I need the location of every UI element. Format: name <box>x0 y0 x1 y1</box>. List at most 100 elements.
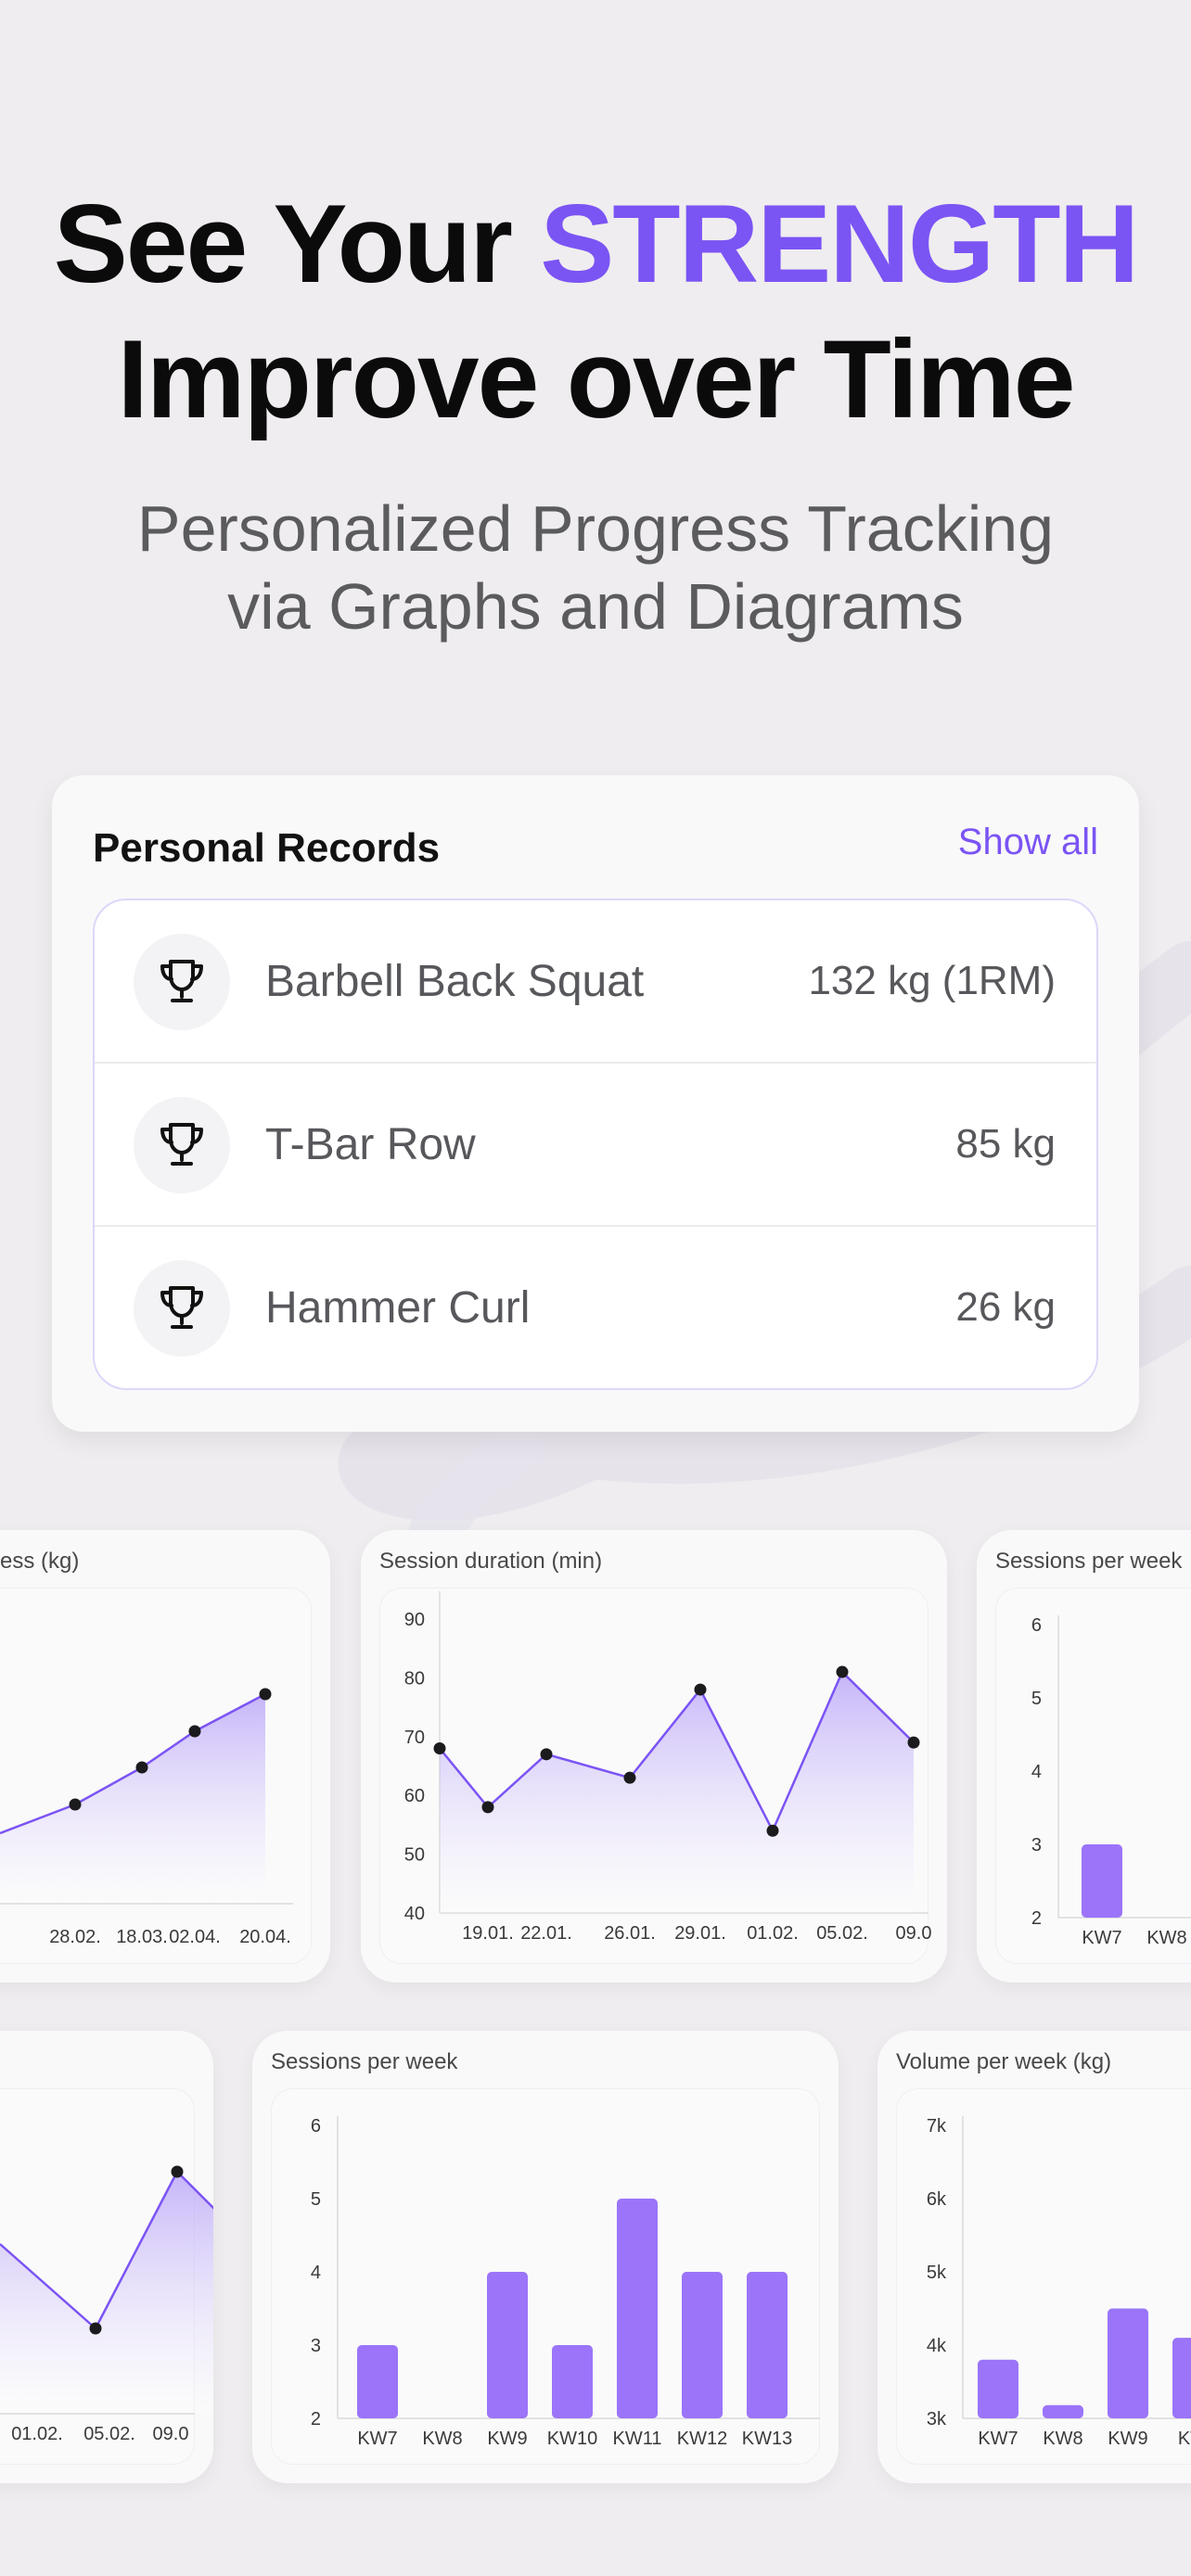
y-tick-label: 4 <box>311 2263 321 2283</box>
data-point[interactable] <box>481 1801 494 1814</box>
record-value: 26 kg <box>955 1284 1056 1330</box>
personal-records-header: Personal Records Show all <box>93 822 1098 877</box>
personal-records-list: Barbell Back Squat 132 kg (1RM) T-Bar Ro… <box>93 899 1098 1390</box>
chart-title: Sessions per week <box>995 1549 1183 1574</box>
y-tick-label: 5 <box>311 2189 321 2210</box>
y-tick-label: 60 <box>404 1786 425 1806</box>
data-point[interactable] <box>540 1748 553 1761</box>
y-tick-label: 5k <box>927 2263 947 2283</box>
series-area <box>0 1694 265 1904</box>
x-tick-label: 05.02. <box>83 2424 135 2444</box>
y-tick-label: 6 <box>1031 1615 1042 1636</box>
bar-kw7[interactable] <box>357 2345 398 2418</box>
record-value: 132 kg (1RM) <box>808 958 1056 1003</box>
y-tick-label: 40 <box>404 1904 425 1924</box>
bar-kw12[interactable] <box>682 2272 723 2418</box>
data-point[interactable] <box>259 1688 272 1701</box>
record-row-t-bar-row[interactable]: T-Bar Row 85 kg <box>95 1064 1096 1227</box>
record-name: Hammer Curl <box>265 1283 531 1333</box>
y-tick-label: 50 <box>404 1845 425 1866</box>
data-point[interactable] <box>89 2322 102 2335</box>
data-point[interactable] <box>694 1683 707 1696</box>
x-tick-label: KW13 <box>742 2429 792 2449</box>
bar-kw9[interactable] <box>1108 2308 1148 2419</box>
x-tick-label: KW8 <box>422 2429 462 2449</box>
x-tick-label: 22.01. <box>520 1923 572 1944</box>
chart-svg: 2 3 4 5 6 KW7 KW8 <box>1031 1615 1191 1948</box>
x-tick-label: 18.03. <box>116 1927 168 1947</box>
chart-card-progress[interactable]: ess (kg) 2.28.02.18.03.02.04.20.04. <box>0 1530 330 1983</box>
y-tick-label: 4 <box>1031 1762 1042 1782</box>
chart-card-session-duration[interactable]: Session duration (min) 40 50 60 70 80 90 19.01… <box>361 1530 947 1983</box>
y-tick-label: 6 <box>311 2116 321 2136</box>
data-point[interactable] <box>135 1761 148 1774</box>
chart-svg: 2.28.02.18.03.02.04.20.04. <box>0 1688 293 1947</box>
x-tick-label: KW9 <box>487 2429 527 2449</box>
chart-title: Sessions per week <box>271 2049 458 2074</box>
y-tick-label: 2 <box>1031 1908 1042 1929</box>
chart-card-sessions-per-week-full[interactable]: Sessions per week 2 3 4 5 6 KW7 KW8 KW9 KW10 KW11… <box>252 2031 839 2483</box>
x-tick-label: KW8 <box>1146 1928 1186 1948</box>
y-tick-label: 4k <box>927 2336 947 2356</box>
x-tick-label: 19.01. <box>462 1923 514 1944</box>
x-tick-label: 05.02. <box>816 1923 868 1944</box>
chart-title: ess (kg) <box>0 1549 80 1574</box>
chart-card-duration-partial[interactable]: 01.02. 05.02. 09.0 <box>0 2031 213 2483</box>
hero-title-accent: STRENGTH <box>540 182 1139 306</box>
data-point[interactable] <box>766 1824 779 1837</box>
hero-subtitle-line2: via Graphs and Diagrams <box>227 570 964 643</box>
data-point[interactable] <box>836 1665 849 1678</box>
chart-svg: 01.02. 05.02. 09.0 <box>0 2165 213 2444</box>
bar-kw7[interactable] <box>1082 1844 1122 1918</box>
x-tick-label: KW7 <box>978 2429 1018 2449</box>
chart-card-sessions-per-week[interactable]: Sessions per week 2 3 4 5 6 KW7 KW8 <box>977 1530 1191 1983</box>
y-tick-label: 6k <box>927 2189 947 2210</box>
hero-title-part1: See Your <box>53 182 541 306</box>
x-tick-label: 29.01. <box>674 1923 726 1944</box>
x-tick-label: 02.04. <box>169 1927 221 1947</box>
bar-kw11[interactable] <box>617 2199 658 2418</box>
x-tick-label: KW9 <box>1108 2429 1147 2449</box>
chart-card-volume-per-week[interactable]: Volume per week (kg) 3k 4k 5k 6k 7k KW7 KW8 KW9… <box>877 2031 1191 2483</box>
y-tick-label: 3 <box>311 2336 321 2356</box>
hero-subtitle: Personalized Progress Tracking via Graph… <box>0 490 1191 645</box>
y-tick-label: 3k <box>927 2409 947 2429</box>
y-tick-label: 2 <box>311 2409 321 2429</box>
data-point[interactable] <box>623 1771 636 1784</box>
series-line <box>439 1669 915 1834</box>
data-point[interactable] <box>69 1798 82 1811</box>
record-row-barbell-back-squat[interactable]: Barbell Back Squat 132 kg (1RM) <box>95 900 1096 1064</box>
x-tick-label: KW11 <box>613 2429 662 2449</box>
bar-kw10[interactable] <box>552 2345 593 2418</box>
bar-kw7[interactable] <box>978 2359 1018 2418</box>
trophy-icon <box>134 934 230 1030</box>
x-tick-label: KW8 <box>1043 2429 1082 2449</box>
hero-subtitle-line1: Personalized Progress Tracking <box>136 492 1055 565</box>
x-tick-label: KW10 <box>547 2429 597 2449</box>
show-all-link[interactable]: Show all <box>957 822 1098 862</box>
series-line <box>0 2169 213 2330</box>
data-point[interactable] <box>171 2165 184 2178</box>
hero-title: See Your STRENGTH Improve over Time <box>0 176 1191 447</box>
x-tick-label: KW <box>1178 2429 1191 2449</box>
bar-kw[interactable] <box>1172 2338 1191 2418</box>
y-tick-label: 80 <box>404 1668 425 1689</box>
hero-title-line2: Improve over Time <box>117 317 1076 441</box>
bar-kw8[interactable] <box>1043 2404 1083 2418</box>
x-tick-label: 20.04. <box>239 1927 291 1947</box>
hero: See Your STRENGTH Improve over Time Pers… <box>0 176 1191 645</box>
y-tick-label: 7k <box>927 2116 947 2136</box>
data-point[interactable] <box>433 1741 446 1754</box>
y-tick-label: 90 <box>404 1610 425 1630</box>
data-point[interactable] <box>907 1736 920 1749</box>
chart-title: Session duration (min) <box>379 1549 603 1574</box>
x-tick-label: 26.01. <box>604 1923 656 1944</box>
record-value: 85 kg <box>955 1121 1056 1167</box>
bar-kw13[interactable] <box>747 2272 788 2418</box>
x-tick-label: KW12 <box>677 2429 727 2449</box>
chart-svg: 40 50 60 70 80 90 19.01. 22.01. 26.01. 29.01. 01.0… <box>404 1591 931 1944</box>
data-point[interactable] <box>188 1725 201 1738</box>
series-area <box>440 1672 914 1913</box>
record-row-hammer-curl[interactable]: Hammer Curl 26 kg <box>95 1227 1096 1388</box>
bar-kw9[interactable] <box>487 2272 528 2418</box>
